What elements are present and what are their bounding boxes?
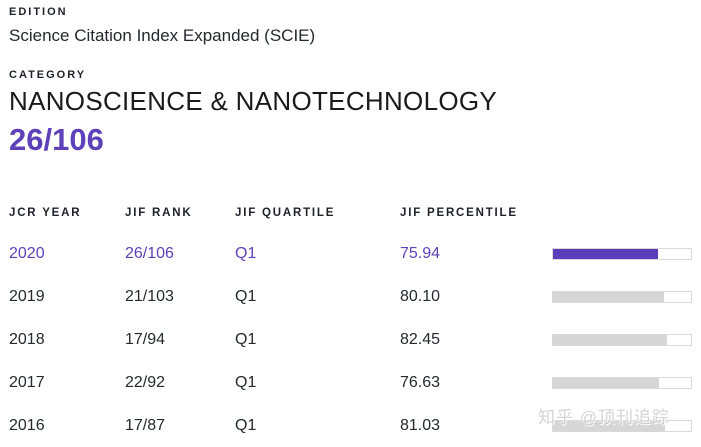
- category-value: NANOSCIENCE & NANOTECHNOLOGY: [9, 86, 498, 116]
- zhihu-watermark: 知乎 @顶刊追踪: [538, 408, 670, 427]
- percentile-bar-fill: [553, 420, 665, 431]
- cell-percentile: 76.63: [400, 373, 441, 391]
- edition-label: EDITION: [9, 6, 68, 18]
- table-row-2020[interactable]: 2020 26/106 Q1 75.94: [9, 232, 701, 275]
- cell-quartile: Q1: [235, 330, 257, 348]
- table-header-row: JCR YEAR JIF RANK JIF QUARTILE JIF PERCE…: [9, 202, 701, 224]
- jif-rank-table: JCR YEAR JIF RANK JIF QUARTILE JIF PERCE…: [9, 202, 701, 447]
- category-label: CATEGORY: [9, 69, 87, 81]
- cell-quartile: Q1: [235, 287, 257, 305]
- table-row-2018[interactable]: 2018 17/94 Q1 82.45: [9, 318, 701, 361]
- cell-rank: 21/103: [125, 287, 174, 305]
- cell-year: 2019: [9, 287, 45, 305]
- cell-percentile: 75.94: [400, 244, 441, 262]
- percentile-bar: [552, 419, 692, 432]
- cell-year: 2020: [9, 244, 45, 262]
- cell-quartile: Q1: [235, 373, 257, 391]
- column-header-jif-rank: JIF RANK: [125, 207, 193, 219]
- percentile-bar: [552, 247, 692, 260]
- percentile-bar: [552, 333, 692, 346]
- percentile-bar-fill: [553, 248, 658, 259]
- cell-year: 2016: [9, 416, 45, 434]
- cell-year: 2018: [9, 330, 45, 348]
- cell-percentile: 81.03: [400, 416, 441, 434]
- cell-percentile: 82.45: [400, 330, 441, 348]
- percentile-bar-fill: [553, 377, 659, 388]
- table-row-2017[interactable]: 2017 22/92 Q1 76.63: [9, 361, 701, 404]
- percentile-bar-fill: [553, 334, 667, 345]
- cell-rank: 22/92: [125, 373, 166, 391]
- cell-rank: 26/106: [125, 244, 174, 262]
- cell-year: 2017: [9, 373, 45, 391]
- edition-value: Science Citation Index Expanded (SCIE): [9, 26, 316, 45]
- cell-quartile: Q1: [235, 244, 257, 262]
- percentile-bar: [552, 290, 692, 303]
- percentile-bar: [552, 376, 692, 389]
- current-rank-value: 26/106: [9, 122, 104, 157]
- percentile-bar-fill: [553, 291, 664, 302]
- cell-percentile: 80.10: [400, 287, 441, 305]
- table-row-2019[interactable]: 2019 21/103 Q1 80.10: [9, 275, 701, 318]
- column-header-jif-percentile: JIF PERCENTILE: [400, 207, 518, 219]
- column-header-jif-quartile: JIF QUARTILE: [235, 207, 336, 219]
- cell-rank: 17/87: [125, 416, 166, 434]
- cell-quartile: Q1: [235, 416, 257, 434]
- cell-rank: 17/94: [125, 330, 166, 348]
- table-row-2016[interactable]: 2016 17/87 Q1 81.03: [9, 404, 701, 447]
- column-header-jcr-year: JCR YEAR: [9, 207, 82, 219]
